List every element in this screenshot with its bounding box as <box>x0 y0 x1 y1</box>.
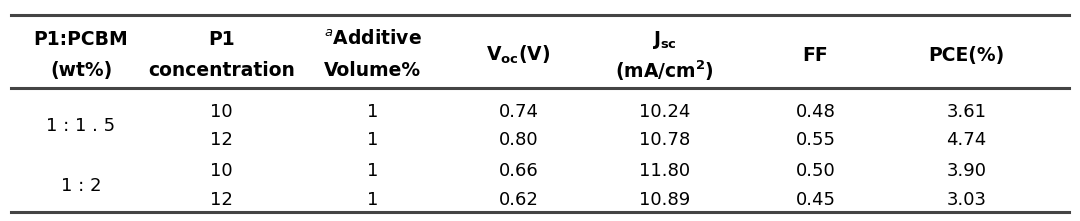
Text: PCE(%): PCE(%) <box>929 46 1004 65</box>
Text: 3.03: 3.03 <box>946 191 987 209</box>
Text: P1: P1 <box>208 30 234 49</box>
Text: 12: 12 <box>210 191 233 209</box>
Text: 10.89: 10.89 <box>638 191 690 209</box>
Text: 12: 12 <box>210 131 233 149</box>
Text: 0.55: 0.55 <box>795 131 836 149</box>
Text: 10.24: 10.24 <box>638 103 690 121</box>
Text: 0.48: 0.48 <box>796 103 835 121</box>
Text: 0.80: 0.80 <box>499 131 538 149</box>
Text: (wt%): (wt%) <box>50 61 112 80</box>
Text: P1:PCBM: P1:PCBM <box>33 30 129 49</box>
Text: 1 : 1 . 5: 1 : 1 . 5 <box>46 117 116 135</box>
Text: concentration: concentration <box>148 61 295 80</box>
Text: 3.61: 3.61 <box>946 103 987 121</box>
Text: 1: 1 <box>367 103 378 121</box>
Text: 0.62: 0.62 <box>499 191 538 209</box>
Text: $^{a}$Additive: $^{a}$Additive <box>324 30 421 50</box>
Text: 0.45: 0.45 <box>795 191 836 209</box>
Text: Volume%: Volume% <box>324 61 421 80</box>
Text: 1: 1 <box>367 162 378 180</box>
Text: FF: FF <box>802 46 828 65</box>
Text: 0.66: 0.66 <box>499 162 538 180</box>
Text: 10: 10 <box>211 103 232 121</box>
Text: 4.74: 4.74 <box>946 131 987 149</box>
Text: 10.78: 10.78 <box>638 131 690 149</box>
Text: 0.74: 0.74 <box>498 103 539 121</box>
Text: 1 : 2: 1 : 2 <box>60 177 102 195</box>
Text: 3.90: 3.90 <box>946 162 987 180</box>
Text: 1: 1 <box>367 131 378 149</box>
Text: 10: 10 <box>211 162 232 180</box>
Text: (mA/cm$^{\bf{2}}$): (mA/cm$^{\bf{2}}$) <box>615 59 714 83</box>
Text: J$_{\bf{sc}}$: J$_{\bf{sc}}$ <box>651 29 677 51</box>
Text: 0.50: 0.50 <box>796 162 835 180</box>
Text: 1: 1 <box>367 191 378 209</box>
Text: 11.80: 11.80 <box>638 162 690 180</box>
Text: V$_{\bf{oc}}$(V): V$_{\bf{oc}}$(V) <box>486 44 551 66</box>
